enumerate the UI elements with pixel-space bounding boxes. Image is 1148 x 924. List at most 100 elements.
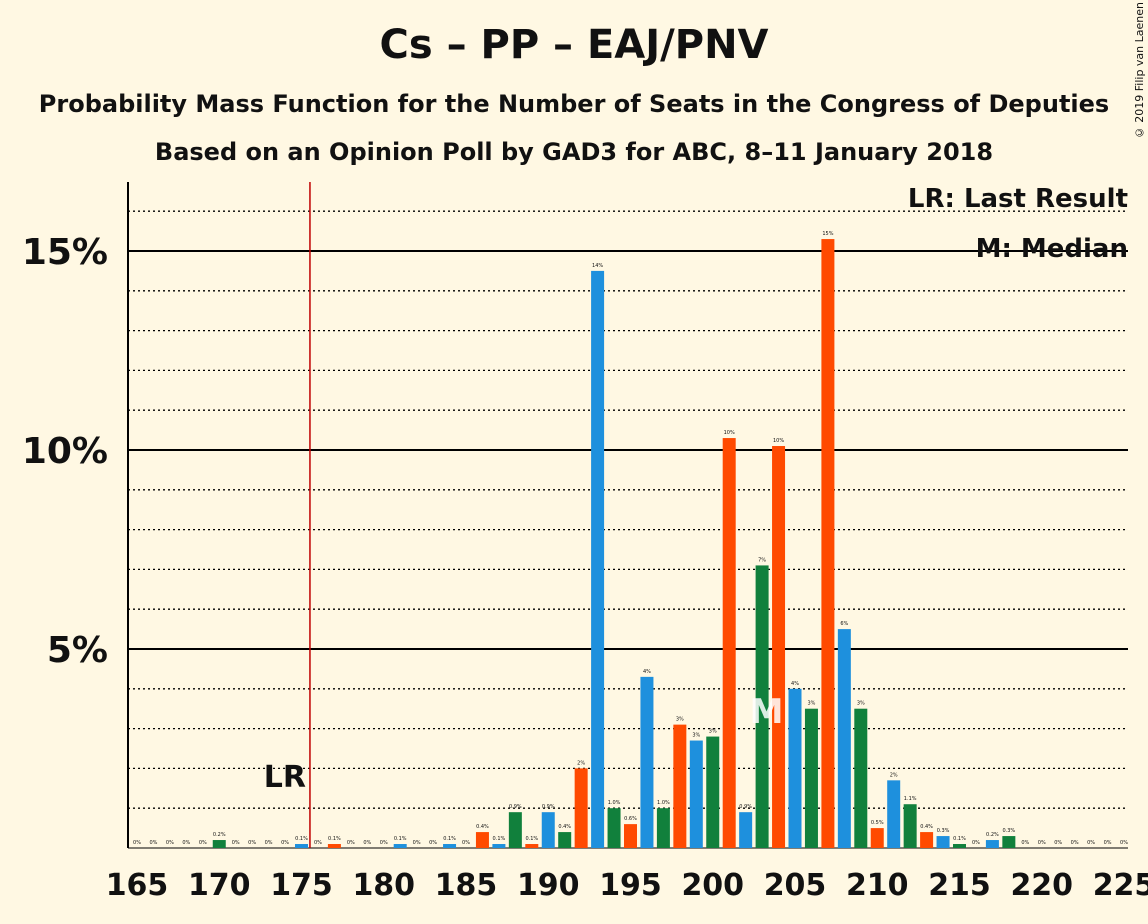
bar-value-label: 0%: [248, 840, 256, 846]
bar-value-label: 0%: [1054, 840, 1062, 846]
bar-seats-181: [393, 844, 407, 848]
bar-value-label: 14%: [592, 263, 603, 269]
bar-value-label: 0.1%: [328, 836, 341, 842]
bar-value-label: 0%: [363, 840, 371, 846]
bar-value-label: 0.4%: [476, 824, 489, 830]
x-tick-label: 200: [681, 868, 744, 903]
bar-value-label: 1.0%: [608, 800, 621, 806]
bar-value-label: 0.9%: [739, 804, 752, 810]
bar-seats-191: [558, 832, 572, 848]
bar-seats-207: [821, 239, 835, 848]
bar-value-label: 0.2%: [213, 832, 226, 838]
bar-seats-186: [475, 832, 489, 848]
bar-seats-195: [624, 824, 637, 848]
x-tick-label: 185: [435, 868, 498, 903]
bar-value-label: 0%: [972, 840, 980, 846]
chart-source: Based on an Opinion Poll by GAD3 for ABC…: [154, 138, 994, 166]
bar-value-label: 0%: [281, 840, 289, 846]
bar-seats-175: [295, 844, 308, 848]
bar-value-label: 0%: [149, 840, 157, 846]
bar-value-label: 0.1%: [295, 836, 308, 842]
bar-value-label: 0%: [1021, 840, 1029, 846]
bar-value-label: 6%: [840, 621, 848, 627]
bar-seats-198: [673, 724, 687, 848]
bar-seats-170: [212, 840, 226, 848]
bar-value-label: 0%: [314, 840, 322, 846]
bar-seats-218: [1002, 836, 1016, 848]
x-tick-label: 220: [1010, 868, 1073, 903]
bar-seats-177: [327, 844, 341, 848]
bar-seats-196: [640, 676, 654, 848]
bar-value-label: 2%: [577, 760, 585, 766]
bar-value-label: 0%: [1071, 840, 1079, 846]
bar-value-label: 0.4%: [558, 824, 571, 830]
bar-value-label: 4%: [643, 669, 651, 675]
y-tick-label: 15%: [22, 232, 108, 273]
bar-seats-190: [541, 812, 555, 848]
bar-seats-217: [985, 840, 999, 848]
bar-seats-193: [591, 270, 605, 848]
bar-value-label: 7%: [758, 557, 766, 563]
bar-value-label: 0%: [265, 840, 273, 846]
bar-value-label: 0.4%: [920, 824, 933, 830]
y-tick-label: 5%: [47, 630, 108, 671]
x-tick-label: 175: [270, 868, 333, 903]
x-tick-label: 170: [188, 868, 251, 903]
bar-seats-204: [772, 446, 786, 848]
legend-median: M: Median: [975, 234, 1128, 264]
bar-seats-188: [508, 812, 522, 848]
x-tick-label: 205: [764, 868, 827, 903]
bar-value-label: 0.3%: [937, 828, 950, 834]
bar-seats-197: [656, 808, 670, 848]
bar-value-label: 15%: [822, 231, 833, 237]
bar-value-label: 0.1%: [443, 836, 456, 842]
bar-value-label: 0%: [1038, 840, 1046, 846]
bar-value-label: 0%: [1104, 840, 1112, 846]
chart-title: Cs – PP – EAJ/PNV: [379, 22, 769, 68]
bar-seats-202: [739, 812, 753, 848]
bar-value-label: 0%: [380, 840, 388, 846]
bar-value-label: 0.1%: [953, 836, 966, 842]
bar-value-label: 0%: [199, 840, 207, 846]
bar-seats-200: [706, 736, 720, 848]
bar-value-label: 3%: [676, 717, 684, 723]
bar-value-label: 0.9%: [509, 804, 522, 810]
bar-seats-212: [903, 804, 917, 848]
last-result-label: LR: [264, 760, 306, 795]
bar-value-label: 0%: [166, 840, 174, 846]
bar-value-label: 0%: [1087, 840, 1095, 846]
chart-subtitle: Probability Mass Function for the Number…: [38, 90, 1110, 118]
x-tick-label: 190: [517, 868, 580, 903]
bar-seats-192: [574, 768, 588, 848]
bar-seats-199: [689, 740, 703, 848]
bar-value-label: 0%: [429, 840, 437, 846]
x-tick-label: 215: [928, 868, 991, 903]
x-tick-label: 165: [106, 868, 169, 903]
bar-value-label: 3%: [692, 733, 700, 739]
bar-value-label: 10%: [724, 430, 735, 436]
bar-value-label: 10%: [773, 438, 784, 444]
bar-value-label: 3%: [807, 701, 815, 707]
bar-value-label: 0.2%: [986, 832, 999, 838]
bar-value-label: 0%: [413, 840, 421, 846]
bar-seats-194: [607, 808, 621, 848]
bar-value-label: 0%: [462, 840, 470, 846]
x-tick-label: 180: [352, 868, 415, 903]
bar-value-label: 0%: [232, 840, 240, 846]
bar-value-label: 3%: [857, 701, 865, 707]
bar-seats-187: [492, 844, 506, 848]
bar-value-label: 1.0%: [657, 800, 670, 806]
median-marker: M: [750, 692, 784, 732]
bar-value-label: 3%: [709, 729, 717, 735]
x-tick-label: 195: [599, 868, 662, 903]
bar-value-label: 0%: [182, 840, 190, 846]
bar-seats-203: [755, 565, 769, 848]
bar-value-label: 0%: [133, 840, 141, 846]
bar-seats-208: [837, 629, 851, 848]
bar-value-label: 0%: [1120, 840, 1128, 846]
bar-seats-213: [920, 832, 934, 848]
bar-value-label: 0.9%: [542, 804, 555, 810]
bar-seats-206: [804, 708, 818, 848]
bar-value-label: 0.6%: [624, 816, 637, 822]
